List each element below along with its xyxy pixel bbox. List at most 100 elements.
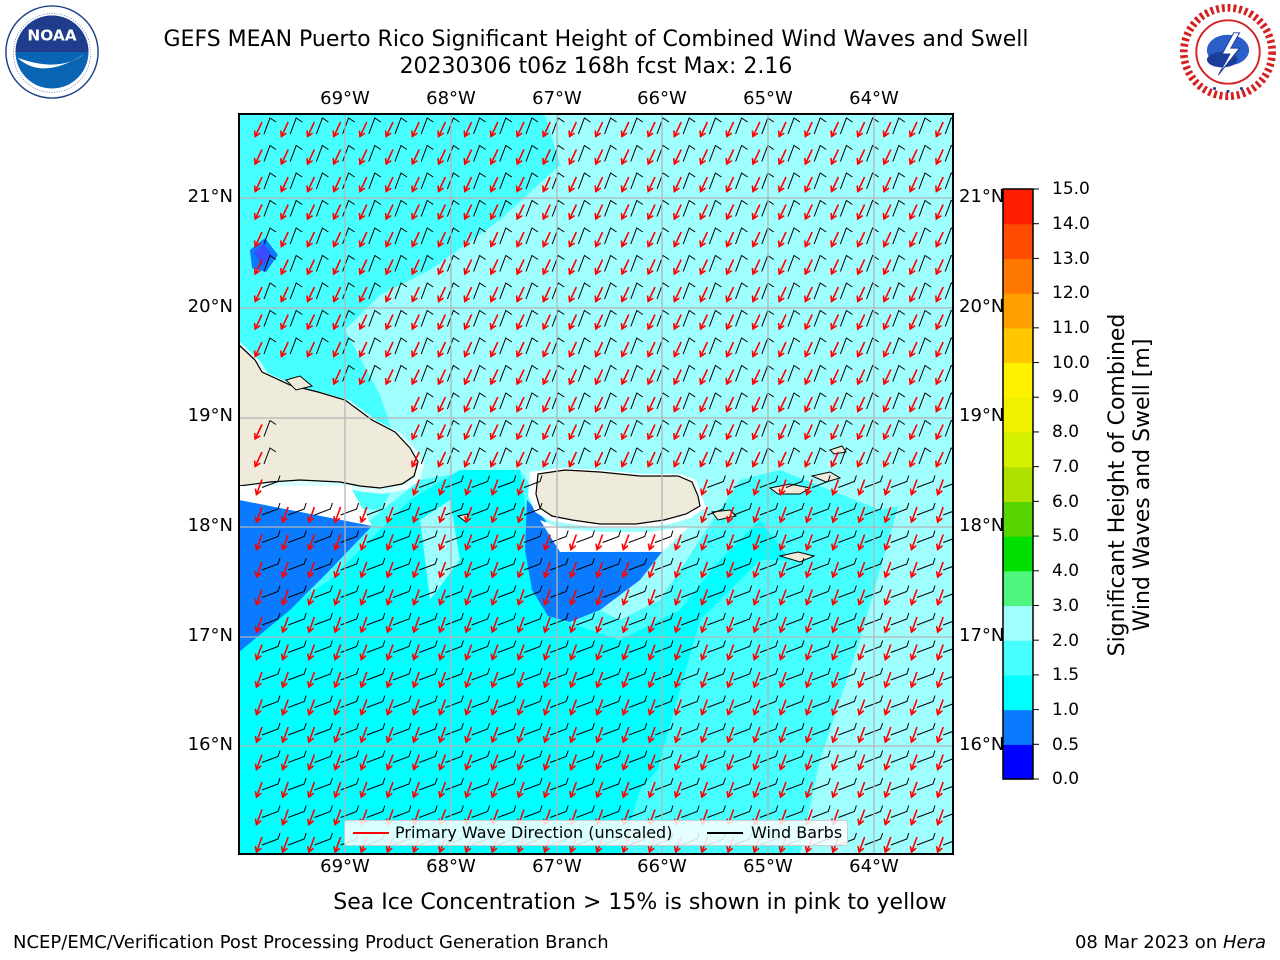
colorbar-segment (1003, 744, 1033, 780)
wave-arrow-head (620, 322, 628, 331)
wave-arrow-shaft (570, 699, 578, 715)
wind-barb (525, 227, 539, 245)
wave-arrow-shaft (699, 424, 709, 440)
wind-barb (497, 475, 517, 488)
wave-arrow-shaft (439, 534, 447, 550)
wave-arrow-shaft (254, 176, 263, 192)
wave-arrow-shaft (857, 176, 866, 192)
wave-arrow-head (358, 295, 366, 303)
wave-arrow-shaft (464, 204, 473, 220)
wind-barb (733, 557, 753, 571)
wave-arrow-shaft (857, 121, 866, 137)
wind-barb (550, 695, 569, 708)
wave-arrow-shaft (935, 341, 944, 357)
wave-arrow-head (358, 267, 366, 276)
wind-barb (812, 612, 831, 626)
wave-arrow-shaft (308, 506, 316, 523)
wave-arrow-head (752, 625, 760, 634)
wave-arrow-shaft (359, 149, 368, 165)
wave-arrow-head (437, 432, 445, 441)
wind-barb (943, 675, 953, 681)
wave-arrow-head (411, 240, 418, 248)
wave-arrow-shaft (437, 121, 447, 137)
wave-arrow-head (463, 267, 471, 276)
wind-barb (419, 695, 438, 708)
wave-arrow-head (254, 790, 262, 799)
wind-barb (838, 777, 857, 791)
wave-arrow-shaft (516, 341, 525, 357)
wave-arrow-head (778, 515, 786, 524)
wave-arrow-head (882, 377, 890, 386)
wave-arrow-head (935, 432, 942, 441)
wind-barb (523, 722, 543, 736)
wave-arrow-shaft (570, 589, 578, 605)
wave-arrow-head (620, 185, 628, 193)
wave-arrow-head (856, 377, 864, 386)
wave-arrow-head (542, 653, 550, 661)
wave-arrow-head (569, 708, 577, 716)
wave-arrow-shaft (699, 176, 709, 192)
wave-arrow-head (411, 432, 418, 441)
wind-barb (577, 199, 591, 217)
wind-barb (340, 640, 360, 653)
wind-barb (785, 502, 805, 516)
wave-arrow-head (463, 432, 471, 441)
wave-arrow-shaft (909, 176, 918, 192)
wave-arrow-head (908, 212, 916, 221)
wave-arrow-shaft (465, 479, 473, 495)
wind-barb (707, 750, 726, 763)
wave-arrow-shaft (622, 644, 630, 660)
wind-barb (368, 337, 382, 355)
wind-barb (787, 172, 801, 190)
wind-barb (289, 117, 303, 135)
colorbar-tick: 5.0 (1052, 526, 1080, 546)
wave-arrow-shaft (437, 286, 447, 302)
wind-barb (735, 227, 748, 245)
wave-arrow-shaft (779, 671, 787, 688)
wave-arrow-head (595, 763, 603, 771)
wave-arrow-shaft (437, 231, 447, 247)
wave-arrow-head (489, 405, 497, 413)
wave-arrow-head (254, 570, 262, 579)
wind-barb (551, 199, 565, 217)
wave-arrow-shaft (884, 506, 892, 523)
wave-arrow-shaft (778, 149, 787, 165)
wave-arrow-head (647, 598, 655, 606)
wave-arrow-head (804, 763, 812, 771)
wave-arrow-shaft (935, 231, 944, 247)
wave-arrow-shaft (464, 314, 473, 330)
wind-barb (394, 364, 408, 382)
wave-arrow-shaft (306, 121, 316, 137)
wave-arrow-head (594, 405, 602, 413)
wave-arrow-head (516, 708, 524, 716)
wave-arrow-shaft (883, 424, 892, 440)
wind-barb (471, 585, 491, 598)
wave-arrow-head (726, 708, 734, 716)
wind-barb (866, 172, 879, 190)
wind-barb (943, 483, 953, 488)
wind-barb (630, 117, 644, 135)
wave-arrow-head (306, 295, 314, 303)
wind-barb (707, 612, 726, 626)
wave-arrow-shaft (701, 479, 709, 495)
wave-arrow-head (358, 185, 366, 193)
wave-arrow-shaft (804, 231, 813, 247)
wind-barb (630, 254, 644, 272)
wave-arrow-shaft (832, 616, 840, 633)
wave-arrow-head (856, 267, 864, 276)
wave-arrow-head (253, 157, 261, 166)
wave-arrow-head (830, 240, 838, 248)
wave-arrow-shaft (727, 589, 735, 605)
wave-arrow-shaft (674, 561, 682, 578)
wave-arrow-head (568, 185, 576, 193)
wave-arrow-shaft (726, 341, 735, 357)
wind-barb (289, 309, 303, 327)
wave-arrow-head (280, 845, 288, 854)
wave-arrow-head (254, 598, 262, 606)
wind-barb (289, 254, 303, 272)
wave-arrow-shaft (255, 754, 263, 770)
wind-barb (890, 502, 910, 516)
wave-arrow-head (725, 377, 733, 386)
wind-barb (525, 254, 539, 272)
wave-arrow-shaft (255, 726, 263, 743)
